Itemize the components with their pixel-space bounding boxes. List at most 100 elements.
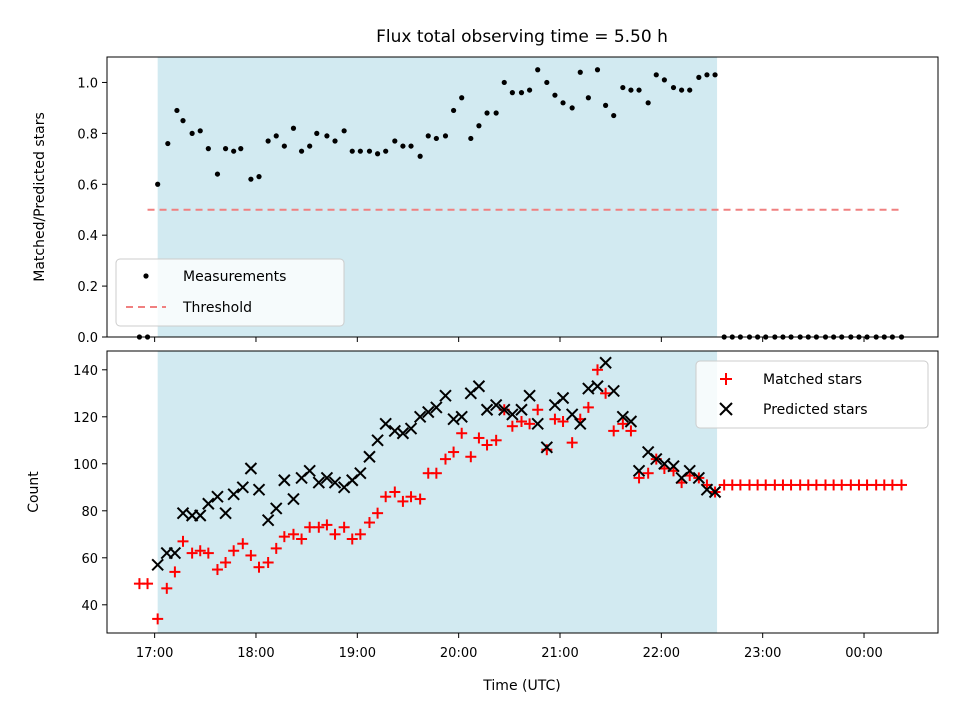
measurement-point: [341, 128, 347, 134]
matched-star-point: [313, 521, 325, 533]
bottom-axes-frame: [106, 350, 939, 634]
measurement-point: [661, 77, 667, 83]
matched-star-point: [253, 561, 265, 573]
measurement-point: [238, 146, 244, 152]
predicted-star-point: [379, 417, 392, 431]
matched-star-point: [321, 519, 333, 531]
matched-star-point: [405, 491, 417, 503]
predicted-star-point: [515, 403, 528, 416]
predicted-star-point: [430, 401, 443, 414]
x-tick-label: 21:00: [541, 646, 578, 661]
measurement-point: [155, 181, 161, 187]
bottom-y-tick-label: 60: [81, 552, 98, 567]
predicted-star-point: [194, 509, 207, 522]
measurement-point: [366, 148, 373, 154]
measurement-point: [290, 125, 297, 131]
matched-star-point: [245, 549, 257, 561]
measurement-point: [594, 67, 601, 73]
measurement-point: [357, 148, 363, 154]
measurement-point: [222, 146, 229, 152]
legend-threshold-label: Threshold: [182, 300, 252, 316]
matched-star-point: [549, 413, 561, 425]
predicted-star-point: [574, 417, 587, 431]
predicted-star-point: [616, 410, 630, 424]
predicted-star-point: [270, 502, 283, 515]
measurement-point: [484, 110, 490, 116]
measurement-point: [425, 133, 431, 139]
predicted-star-point: [556, 391, 570, 405]
matched-star-point: [532, 404, 544, 416]
measurement-point: [256, 174, 262, 180]
measurement-point: [450, 107, 457, 114]
x-tick-label: 23:00: [744, 646, 781, 661]
x-tick-label: 17:00: [136, 646, 173, 661]
matched-star-point: [202, 547, 214, 559]
predicted-star-point: [252, 483, 266, 496]
matched-star-point: [617, 418, 629, 430]
top-y-axis-label: Matched/Predicted stars: [32, 112, 48, 282]
predicted-star-point: [650, 452, 663, 466]
legend-matched-label: Matched stars: [763, 372, 862, 388]
measurement-point: [620, 84, 626, 91]
predicted-star-point: [489, 398, 503, 412]
measurement-point: [180, 118, 186, 124]
measurement-point: [552, 92, 558, 98]
matched-star-points: [133, 364, 908, 625]
predicted-star-point: [278, 474, 291, 487]
x-axis-label: Time (UTC): [482, 678, 560, 694]
matched-star-point: [262, 557, 274, 568]
measurement-point: [324, 133, 330, 139]
predicted-star-point: [363, 450, 376, 463]
predicted-star-points: [151, 356, 722, 572]
matched-star-point: [194, 545, 206, 557]
measurement-point: [468, 135, 474, 142]
bottom-y-tick-label: 80: [81, 505, 98, 520]
predicted-star-point: [261, 513, 275, 527]
measurement-point: [509, 90, 515, 96]
matched-star-point: [439, 453, 451, 465]
matched-star-point: [506, 420, 518, 432]
predicted-star-point: [396, 427, 410, 440]
measurement-point: [459, 95, 465, 101]
measurement-point: [577, 69, 583, 75]
predicted-star-point: [658, 457, 671, 471]
bottom-observing-span: [157, 351, 718, 633]
bottom-y-tick-label: 100: [73, 458, 98, 473]
predicted-star-point: [599, 356, 612, 369]
measurement-point: [197, 128, 203, 134]
predicted-star-point: [312, 476, 326, 489]
predicted-star-point: [708, 485, 722, 499]
measurement-point: [712, 72, 718, 78]
measurement-point: [433, 135, 439, 142]
matched-star-point: [633, 472, 645, 484]
top-panel: 0.0 0.2 0.4 0.6 0.8 1.0 Flux total observing …: [32, 27, 939, 346]
matched-star-point: [354, 528, 366, 540]
matched-star-point: [237, 538, 249, 550]
x-tick-label: 22:00: [643, 646, 680, 661]
predicted-star-point: [227, 488, 240, 501]
predicted-star-point: [211, 490, 224, 503]
predicted-star-point: [236, 481, 250, 494]
matched-star-point: [557, 416, 569, 427]
predicted-star-point: [354, 466, 367, 480]
measurement-point: [518, 90, 525, 96]
top-y-tick-label: 0.0: [77, 331, 98, 346]
measurement-point: [653, 72, 659, 78]
matched-star-point: [346, 533, 358, 545]
matched-star-point: [448, 446, 460, 458]
predicted-star-point: [498, 403, 511, 416]
matched-star-point: [169, 566, 181, 578]
measurement-point: [704, 72, 710, 78]
measurement-point: [476, 123, 482, 129]
matched-star-point: [287, 528, 299, 540]
legend-predicted-marker: [719, 402, 733, 416]
matched-star-point: [481, 439, 493, 451]
top-x-ticks: [154, 337, 865, 342]
predicted-star-point: [531, 417, 544, 431]
matched-star-point: [608, 425, 620, 437]
predicted-star-point: [624, 415, 638, 428]
measurement-point: [400, 143, 406, 149]
top-axes-frame: [106, 56, 939, 338]
measurement-point: [265, 138, 271, 144]
matched-star-point: [389, 486, 401, 498]
